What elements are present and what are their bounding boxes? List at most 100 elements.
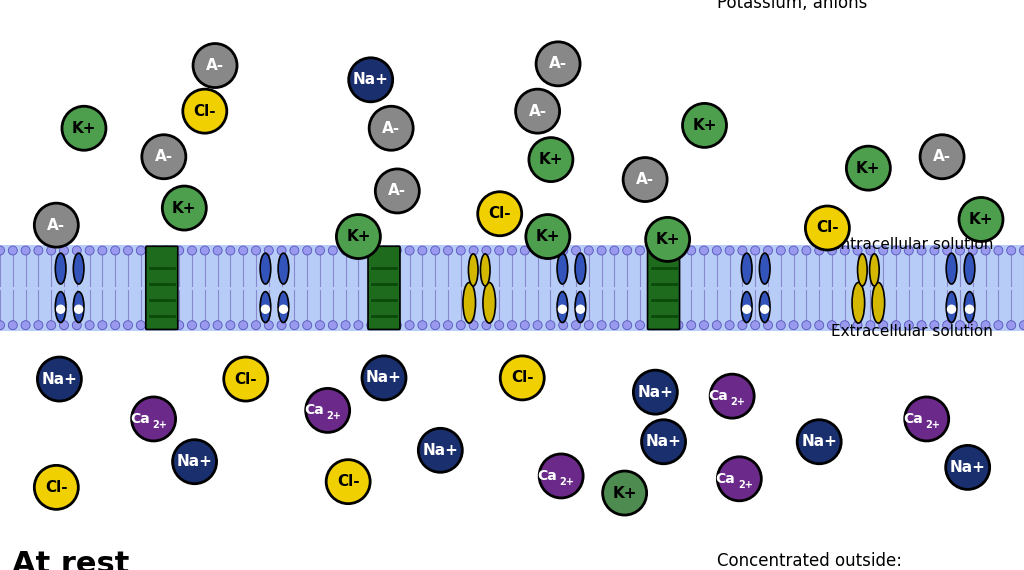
Circle shape: [278, 246, 286, 255]
Text: Na+: Na+: [41, 372, 78, 386]
Text: K+: K+: [72, 121, 96, 136]
Text: K+: K+: [856, 161, 881, 176]
Circle shape: [713, 246, 721, 255]
Circle shape: [162, 246, 171, 255]
Text: K+: K+: [539, 152, 563, 167]
Text: Na+: Na+: [176, 454, 213, 469]
Circle shape: [624, 157, 667, 202]
Circle shape: [806, 206, 849, 250]
Circle shape: [918, 246, 926, 255]
Circle shape: [718, 457, 761, 501]
Text: Na+: Na+: [366, 370, 402, 385]
Ellipse shape: [872, 283, 885, 323]
Circle shape: [187, 321, 197, 329]
Text: Na+: Na+: [801, 434, 838, 449]
Text: Ca: Ca: [304, 404, 324, 417]
Circle shape: [841, 246, 849, 255]
Circle shape: [841, 321, 849, 329]
Circle shape: [879, 321, 888, 329]
Ellipse shape: [946, 253, 956, 284]
Circle shape: [955, 321, 965, 329]
Circle shape: [879, 246, 888, 255]
Circle shape: [136, 321, 145, 329]
Circle shape: [175, 246, 183, 255]
Circle shape: [981, 246, 990, 255]
Circle shape: [213, 321, 222, 329]
Circle shape: [853, 321, 862, 329]
Ellipse shape: [575, 292, 586, 323]
Circle shape: [362, 356, 406, 400]
Circle shape: [85, 246, 94, 255]
Text: A-: A-: [528, 104, 547, 119]
Circle shape: [226, 321, 234, 329]
Ellipse shape: [557, 292, 567, 323]
Text: A-: A-: [388, 184, 407, 198]
Circle shape: [546, 246, 555, 255]
Text: Na+: Na+: [645, 434, 682, 449]
Circle shape: [252, 321, 260, 329]
Circle shape: [687, 246, 695, 255]
Text: Intracellular solution: Intracellular solution: [836, 237, 993, 252]
FancyBboxPatch shape: [145, 246, 178, 329]
Circle shape: [827, 321, 837, 329]
Circle shape: [776, 321, 785, 329]
Circle shape: [457, 321, 465, 329]
Circle shape: [537, 42, 580, 86]
Ellipse shape: [857, 254, 867, 286]
Circle shape: [482, 321, 490, 329]
Circle shape: [341, 321, 350, 329]
Circle shape: [142, 135, 185, 179]
Ellipse shape: [965, 292, 975, 323]
Text: Na+: Na+: [352, 72, 389, 87]
Circle shape: [8, 246, 17, 255]
Circle shape: [173, 439, 216, 484]
Circle shape: [495, 321, 504, 329]
Circle shape: [738, 321, 746, 329]
Circle shape: [194, 43, 237, 88]
Circle shape: [406, 246, 414, 255]
Circle shape: [943, 321, 951, 329]
Circle shape: [969, 246, 977, 255]
Circle shape: [764, 321, 772, 329]
Circle shape: [47, 246, 55, 255]
Text: A-: A-: [549, 56, 567, 71]
Circle shape: [162, 321, 171, 329]
Circle shape: [501, 356, 544, 400]
Circle shape: [943, 246, 951, 255]
Text: 2+: 2+: [153, 420, 167, 430]
Circle shape: [370, 106, 413, 150]
Circle shape: [994, 321, 1002, 329]
Circle shape: [761, 305, 769, 314]
Circle shape: [636, 246, 644, 255]
Ellipse shape: [741, 292, 752, 323]
Text: Ca: Ca: [716, 472, 735, 486]
Circle shape: [337, 214, 380, 259]
Text: 2+: 2+: [731, 397, 745, 407]
Circle shape: [742, 305, 751, 314]
Circle shape: [955, 246, 965, 255]
Text: A-: A-: [933, 149, 951, 164]
Circle shape: [981, 321, 990, 329]
Circle shape: [201, 321, 209, 329]
Circle shape: [571, 321, 581, 329]
Circle shape: [526, 214, 569, 259]
Circle shape: [290, 321, 299, 329]
Circle shape: [738, 246, 746, 255]
Ellipse shape: [760, 292, 770, 323]
Circle shape: [278, 321, 286, 329]
Text: Cl-: Cl-: [234, 372, 257, 386]
Circle shape: [264, 321, 273, 329]
Circle shape: [8, 321, 17, 329]
Circle shape: [603, 471, 646, 515]
Circle shape: [790, 321, 798, 329]
Circle shape: [966, 305, 974, 314]
Circle shape: [585, 321, 593, 329]
Circle shape: [376, 169, 419, 213]
Circle shape: [111, 246, 120, 255]
Circle shape: [921, 135, 964, 179]
Circle shape: [534, 246, 542, 255]
Circle shape: [418, 246, 427, 255]
Circle shape: [98, 321, 106, 329]
Circle shape: [329, 321, 337, 329]
Text: A-: A-: [382, 121, 400, 136]
